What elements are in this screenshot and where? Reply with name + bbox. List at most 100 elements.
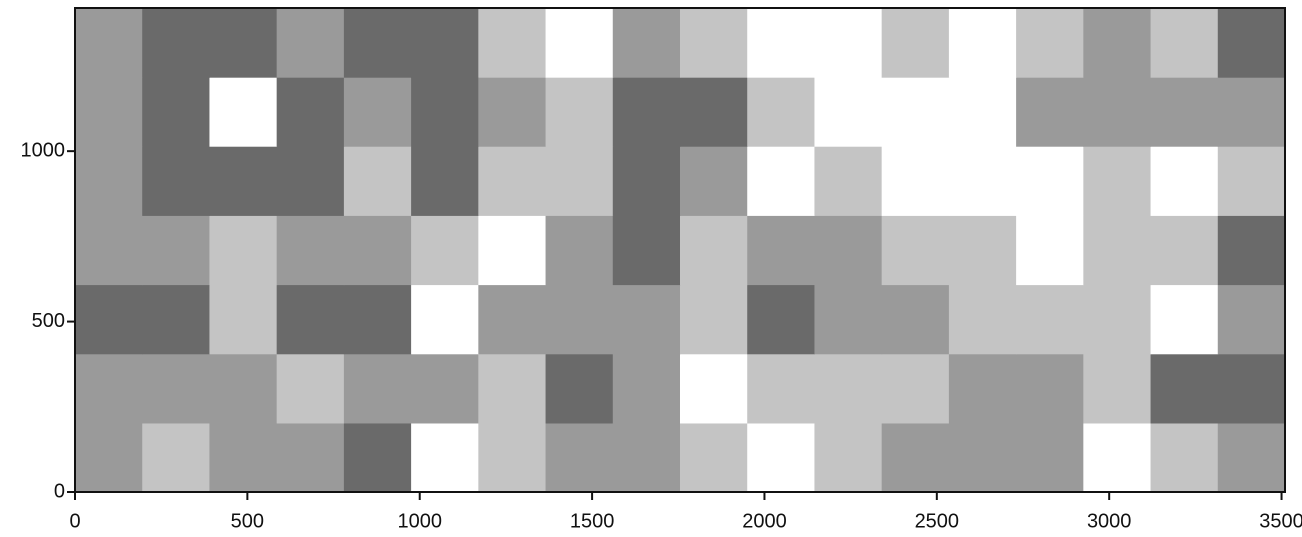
contour-cell — [478, 422, 547, 492]
contour-field — [75, 8, 1285, 492]
contour-cell — [209, 422, 278, 492]
contour-cell — [747, 146, 815, 216]
contour-cell — [1083, 284, 1152, 355]
contour-cell — [881, 284, 950, 355]
contour-cell — [1016, 146, 1084, 216]
contour-cell — [1016, 77, 1084, 147]
contour-cell — [209, 8, 278, 78]
contour-cell — [142, 353, 210, 424]
contour-cell — [680, 215, 748, 286]
contour-cell — [612, 353, 681, 424]
contour-cell — [343, 422, 412, 492]
contour-cell — [75, 146, 143, 216]
contour-cell — [75, 284, 143, 355]
contour-cell — [747, 284, 815, 355]
contour-cell — [612, 422, 681, 492]
x-tick-label: 2000 — [742, 510, 787, 532]
contour-cell — [814, 422, 883, 492]
contour-cell — [612, 284, 681, 355]
contour-cell — [881, 146, 950, 216]
contour-cell — [1016, 353, 1084, 424]
contour-cell — [1083, 353, 1152, 424]
contour-cell — [276, 215, 345, 286]
contour-cell — [75, 422, 143, 492]
contour-cell — [814, 353, 883, 424]
contour-cell — [343, 146, 412, 216]
x-tick-label: 3500 — [1259, 510, 1302, 532]
contour-cell — [1217, 146, 1285, 216]
contour-cell — [747, 422, 815, 492]
contour-cell — [1217, 353, 1285, 424]
contour-cell — [1217, 77, 1285, 147]
contour-cell — [814, 146, 883, 216]
contour-cell — [343, 215, 412, 286]
contour-cell — [276, 77, 345, 147]
contour-cell — [1150, 8, 1219, 78]
contour-cell — [814, 77, 883, 147]
contour-cell — [747, 215, 815, 286]
y-tick-label: 0 — [54, 480, 65, 502]
plot-frame — [74, 7, 1286, 493]
contour-cell — [142, 422, 210, 492]
contour-cell — [1217, 284, 1285, 355]
contour-cell — [948, 8, 1017, 78]
contour-cell — [1083, 146, 1152, 216]
contour-cell — [1150, 77, 1219, 147]
contour-cell — [680, 77, 748, 147]
contour-cell — [545, 353, 614, 424]
contour-cell — [1150, 146, 1219, 216]
contour-cell — [545, 284, 614, 355]
contour-cell — [948, 146, 1017, 216]
contour-cell — [545, 77, 614, 147]
contour-cell — [881, 8, 950, 78]
contour-cell — [881, 353, 950, 424]
contour-cell — [948, 77, 1017, 147]
contour-cell — [142, 284, 210, 355]
contour-cell — [612, 8, 681, 78]
contour-cell — [1150, 422, 1219, 492]
contour-cell — [142, 77, 210, 147]
x-tick-label: 0 — [69, 510, 80, 532]
contour-cell — [1083, 8, 1152, 78]
contour-cell — [142, 215, 210, 286]
contour-cell — [411, 8, 479, 78]
contour-cell — [142, 146, 210, 216]
contour-cell — [276, 284, 345, 355]
x-tick-label: 1500 — [570, 510, 615, 532]
contour-cell — [612, 146, 681, 216]
contour-cell — [881, 77, 950, 147]
contour-cell — [478, 284, 547, 355]
contour-cell — [680, 353, 748, 424]
contour-cell — [814, 284, 883, 355]
contour-cell — [747, 8, 815, 78]
contour-cell — [411, 146, 479, 216]
contour-cell — [747, 77, 815, 147]
contour-cell — [478, 8, 547, 78]
y-tick-label: 500 — [32, 310, 65, 332]
contour-cell — [343, 8, 412, 78]
contour-cell — [680, 8, 748, 78]
contour-cell — [545, 422, 614, 492]
contour-cell — [612, 215, 681, 286]
contour-cell — [881, 422, 950, 492]
contour-cell — [142, 8, 210, 78]
contour-cell — [209, 353, 278, 424]
contour-cell — [209, 77, 278, 147]
contour-cell — [75, 77, 143, 147]
contour-cell — [948, 215, 1017, 286]
contour-cell — [1150, 284, 1219, 355]
contour-cell — [545, 8, 614, 78]
contour-cell — [612, 77, 681, 147]
contour-cell — [1217, 8, 1285, 78]
contour-cell — [814, 8, 883, 78]
contour-cell — [1083, 77, 1152, 147]
contour-cell — [478, 77, 547, 147]
contour-cell — [680, 146, 748, 216]
contour-cell — [276, 353, 345, 424]
x-tick-label: 1000 — [397, 510, 442, 532]
contour-cell — [747, 353, 815, 424]
contour-cell — [343, 284, 412, 355]
contour-cell — [680, 422, 748, 492]
contour-cell — [1016, 422, 1084, 492]
contour-cell — [1217, 215, 1285, 286]
